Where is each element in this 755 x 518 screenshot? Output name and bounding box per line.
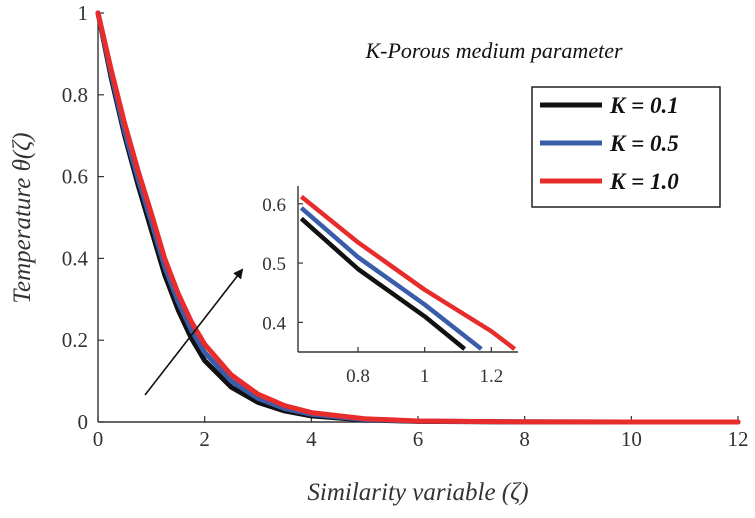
inset-x-tick-label: 1.2 [479, 366, 503, 387]
inset-y-tick-label: 0.4 [262, 313, 286, 334]
inset-x-tick-label: 1 [420, 366, 430, 387]
x-tick-label: 6 [413, 427, 424, 451]
trend-arrow [144, 268, 244, 396]
inset-ticks: 0.8 1 1.2 0.4 0.5 0.6 [262, 195, 503, 387]
series-line-2 [95, 10, 741, 425]
legend-label-1: K = 0.5 [609, 131, 679, 156]
y-tick-label: 0.6 [62, 165, 88, 189]
y-tick-label: 0 [78, 410, 89, 434]
y-axis-label: Temperature θ(ζ) [9, 132, 36, 303]
inset-series-line-2 [299, 194, 517, 351]
x-tick-label: 12 [728, 427, 749, 451]
main-ticks: 0 2 4 6 8 10 12 0 0.2 0.4 0.6 0.8 1 [62, 1, 749, 451]
legend-label-0: K = 0.1 [609, 93, 679, 118]
x-axis-label: Similarity variable (ζ) [307, 479, 528, 506]
inset-series [299, 194, 517, 351]
y-tick-label: 0.2 [62, 328, 88, 352]
y-tick-label: 0.4 [62, 246, 89, 270]
inset-plot: 0.8 1 1.2 0.4 0.5 0.6 [262, 186, 518, 387]
x-tick-label: 8 [519, 427, 530, 451]
annotation-text: K-Porous medium parameter [364, 38, 622, 63]
x-tick-label: 0 [93, 427, 104, 451]
inset-x-tick-label: 0.8 [346, 366, 370, 387]
legend-box [531, 86, 721, 208]
x-tick-label: 2 [199, 427, 210, 451]
legend: K = 0.1 K = 0.5 K = 1.0 [531, 86, 721, 208]
x-tick-label: 4 [306, 427, 317, 451]
y-tick-label: 1 [78, 1, 89, 25]
inset-y-tick-label: 0.5 [262, 254, 286, 275]
legend-label-2: K = 1.0 [609, 169, 679, 194]
inset-series-line-0 [299, 216, 467, 351]
y-tick-label: 0.8 [62, 83, 88, 107]
inset-y-tick-label: 0.6 [262, 195, 286, 216]
main-series [95, 10, 741, 425]
inset-series-line-1 [299, 206, 483, 351]
x-tick-label: 10 [621, 427, 642, 451]
